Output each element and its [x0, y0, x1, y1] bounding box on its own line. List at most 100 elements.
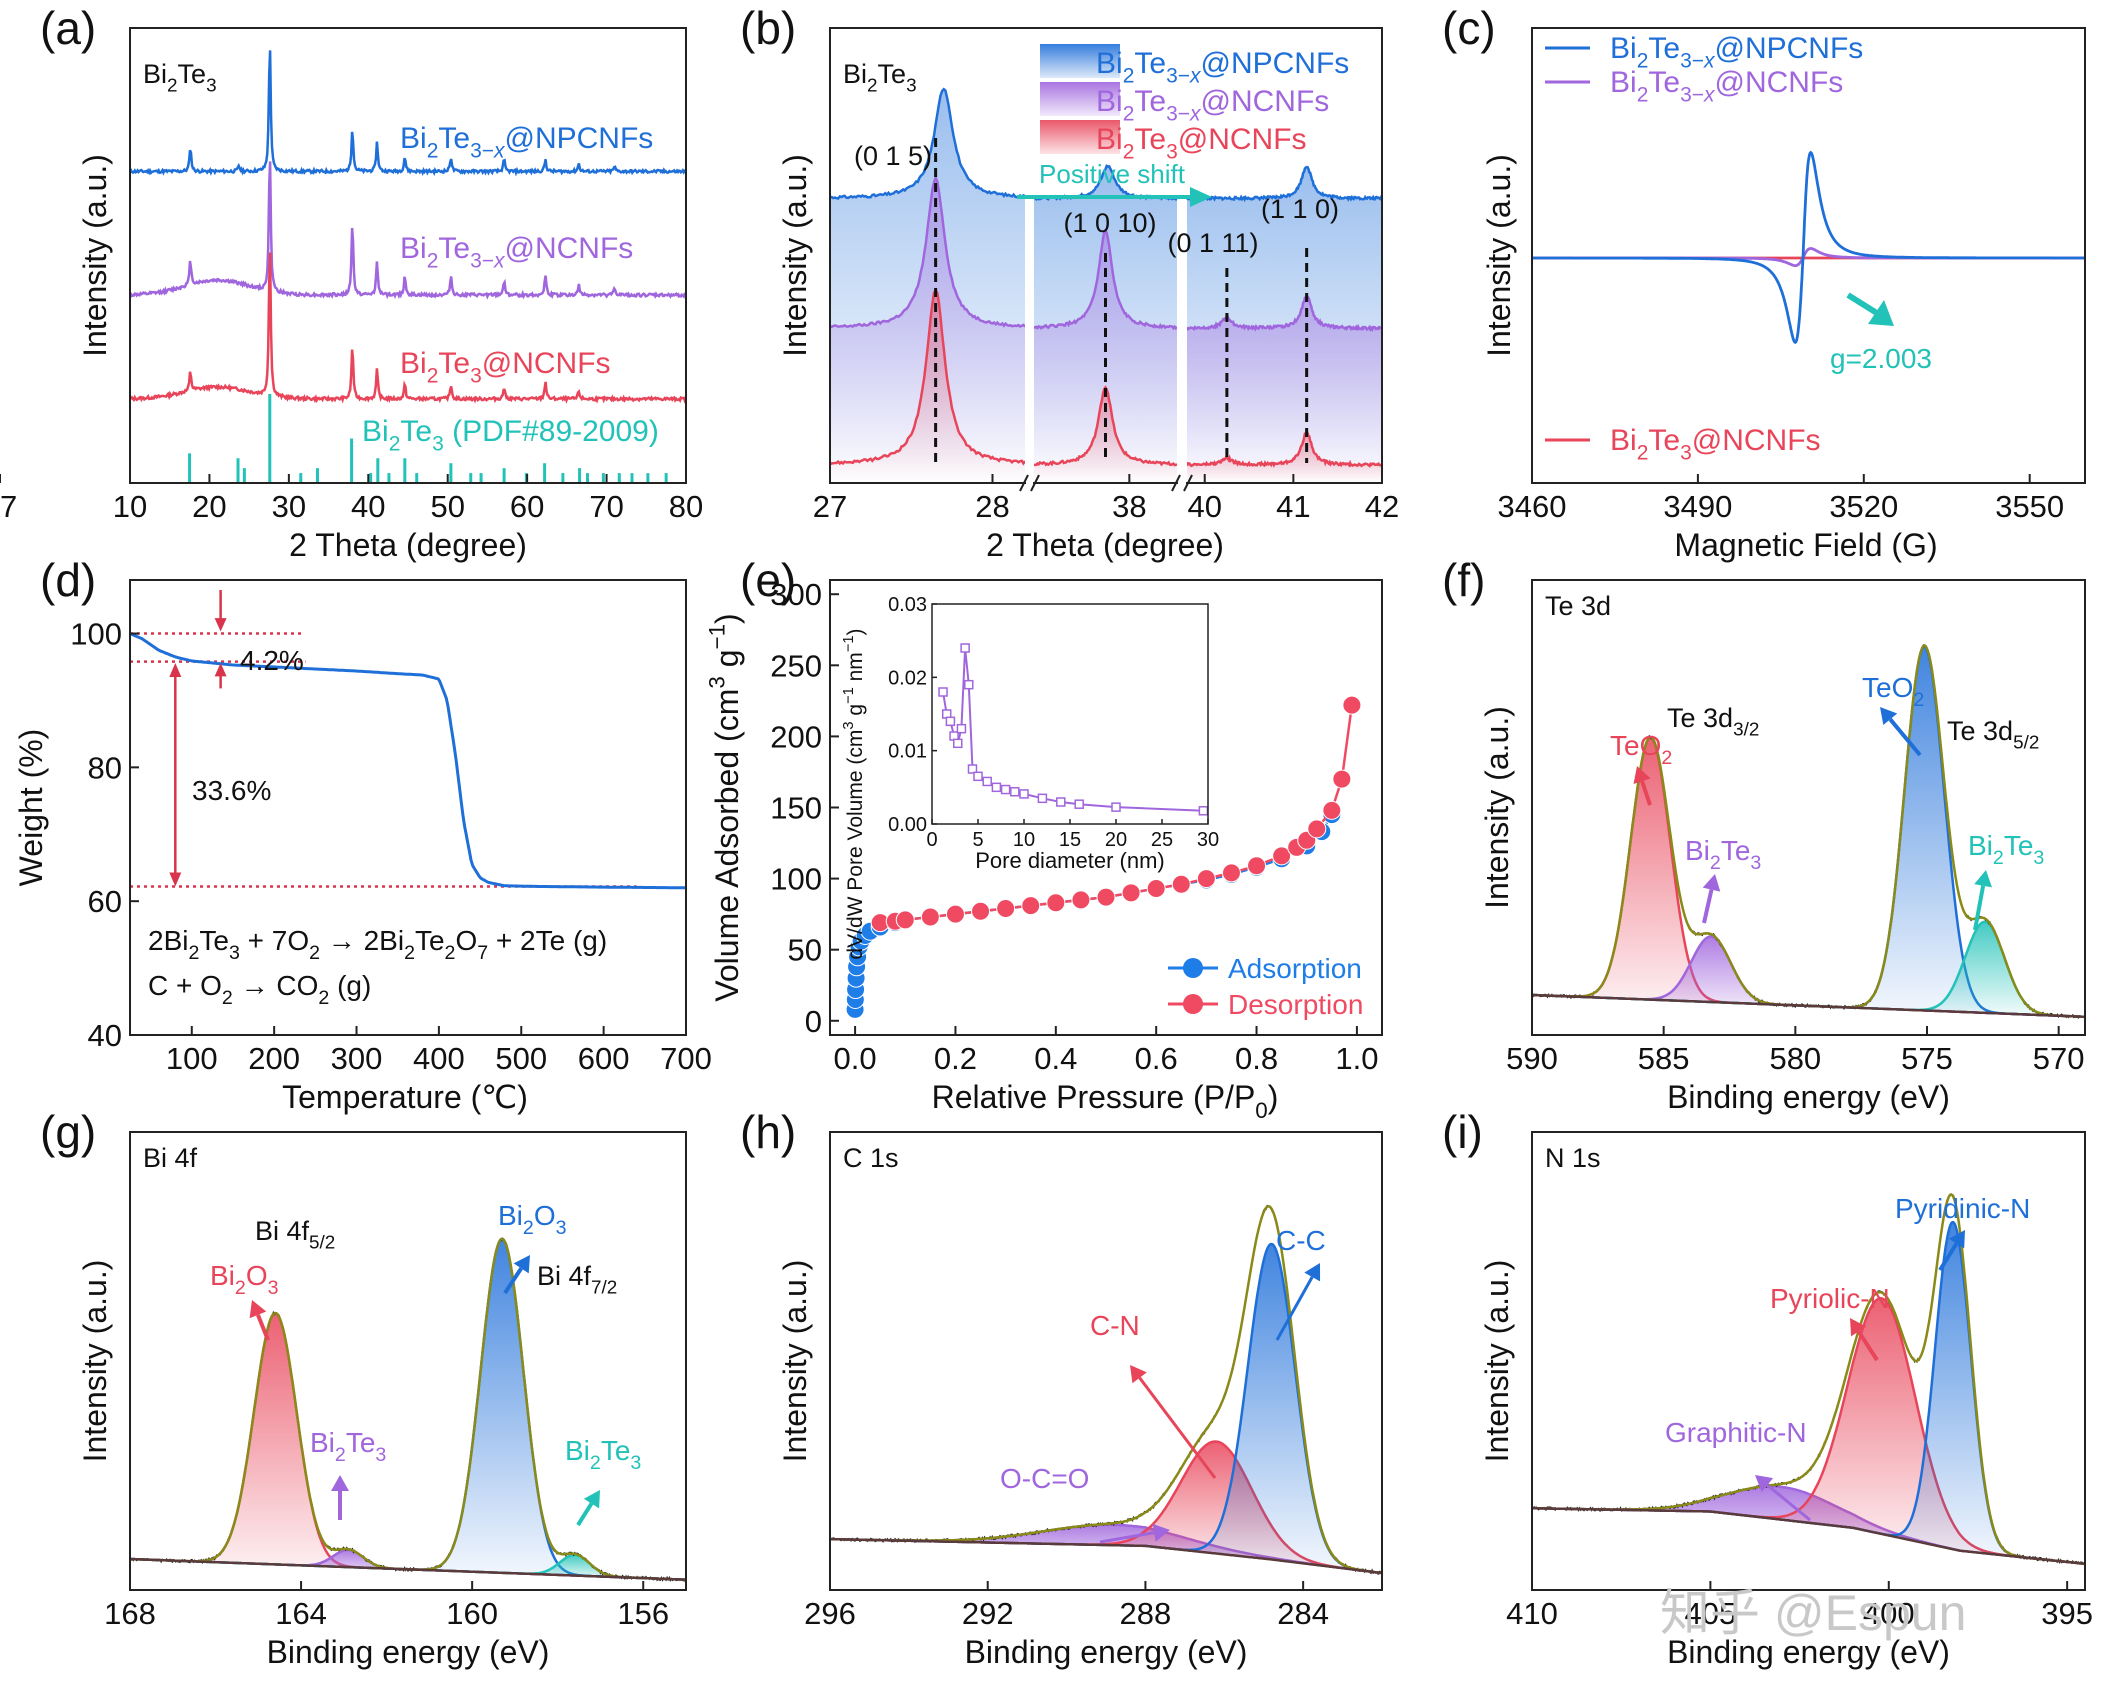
reaction-equation: C + O2 → CO2 (g): [148, 970, 371, 1009]
x-tick-label: 410: [1506, 1596, 1558, 1631]
y-tick-label: 200: [770, 719, 822, 754]
series-label: Bi2Te3−x@NCNFs: [400, 232, 633, 273]
isotherm-point: [1071, 890, 1091, 910]
plot-frame: [1531, 27, 2086, 484]
inset-point: [945, 716, 956, 727]
inset-point: [964, 679, 974, 690]
panel-label: (h): [740, 1106, 796, 1158]
panel-label: (a): [40, 2, 96, 54]
isotherm-point: [1121, 883, 1141, 903]
legend-swatch: [1040, 120, 1120, 154]
g-factor-label: g=2.003: [1830, 343, 1932, 374]
component-label: Bi2Te3: [1685, 835, 1761, 874]
g-factor-arrowhead: [1868, 300, 1894, 326]
peak-label: (0 1 11): [1167, 228, 1258, 258]
y-axis-label: Weight (%): [13, 729, 49, 887]
component-label: Graphitic-N: [1665, 1417, 1807, 1448]
corner-label: Te 3d: [1545, 591, 1611, 621]
inset-point: [953, 738, 963, 749]
plot-frame: [1531, 1131, 2086, 1591]
panel-h: 296 292 288 284 Binding energy (eV) Intensity…: [740, 1106, 1383, 1670]
x-tick-label: 0.8: [1235, 1041, 1278, 1076]
panel-i: 410 405 400 395 Binding energy (eV) Intensity…: [1442, 1106, 2093, 1670]
x-tick-label: 400: [413, 1041, 465, 1076]
x-axis-label: 2 Theta (degree): [289, 527, 527, 563]
component-label: C-C: [1276, 1225, 1326, 1256]
isotherm-point: [1322, 800, 1342, 820]
watermark: 知乎 @Espun: [1660, 1585, 1966, 1641]
arrowhead: [169, 662, 182, 677]
y-tick-label: 150: [770, 791, 822, 826]
xps-component-area: [1532, 737, 2084, 1017]
x-tick-label: 395: [2041, 1596, 2093, 1631]
tga-curve: [129, 632, 686, 890]
x-tick-label: 600: [578, 1041, 630, 1076]
x-tick-label: 400: [1863, 1596, 1915, 1631]
panel-c: g=2.003 3460 3490 3520 3550 Magnetic Field (G…: [1442, 2, 2086, 563]
isotherm-point: [1247, 856, 1267, 876]
annotation-arrow: [1888, 718, 1922, 757]
annotation-arrow: [1702, 889, 1714, 924]
annotation-arrow: [1766, 1483, 1811, 1522]
axis-break-mark: [1019, 474, 1029, 492]
isotherm-point: [1272, 846, 1292, 866]
annotation-arrow: [503, 1267, 523, 1295]
xrd-area: [1187, 296, 1382, 483]
panel-g: 168 164 160 156 Binding energy (eV) Intensity…: [40, 1106, 687, 1670]
xps-background: [1532, 993, 2085, 1019]
x-tick-label: 60: [510, 489, 544, 524]
inset-y-axis-label: dV/dW Pore Volume (cm3 g−1 nm−1): [841, 628, 867, 959]
x-axis-label: Binding energy (eV): [1667, 1079, 1950, 1115]
legend-label: Bi2Te3@NCNFs: [1610, 424, 1821, 465]
inset-x-tick-label: 15: [1059, 829, 1081, 851]
corner-label: Bi2Te3: [843, 59, 917, 97]
isotherm-point: [1307, 819, 1327, 839]
x-tick-label: 20: [192, 489, 226, 524]
inset-x-tick-label: 30: [1197, 829, 1219, 851]
x-axis-label: Binding energy (eV): [965, 1634, 1248, 1670]
plot-frame: [1531, 579, 2086, 1036]
corner-label: Bi2Te3: [143, 59, 217, 97]
axis-break-mark: [1171, 474, 1181, 492]
plot-frame: [129, 27, 687, 484]
epr-series-line: [1532, 150, 2085, 345]
inset-curve: [942, 647, 1204, 812]
group-label: Te 3d3/2: [1667, 703, 1759, 741]
isotherm-point: [1196, 869, 1216, 889]
x-tick-label: 570: [2033, 1041, 2085, 1076]
x-tick-label: 300: [331, 1041, 383, 1076]
legend-swatch: [1040, 82, 1120, 116]
inset-point: [991, 782, 1002, 793]
x-tick-label: 37: [0, 489, 17, 524]
axis-break-gap: [1025, 258, 1034, 483]
reaction-equation: 2Bi2Te3 + 7O2 → 2Bi2Te2O7 + 2Te (g): [148, 925, 607, 964]
y-axis-label: Volume Adsorbed (cm3 g−1): [705, 613, 745, 1001]
legend-label: Bi2Te3−x@NPCNFs: [1610, 32, 1863, 73]
inset-point: [973, 771, 983, 782]
y-tick-label: 60: [88, 884, 122, 919]
legend-label: Bi2Te3−x@NCNFs: [1610, 66, 1843, 107]
x-tick-label: 288: [1120, 1596, 1172, 1631]
series-label: Bi2Te3−x@NPCNFs: [400, 122, 653, 163]
x-tick-label: 292: [962, 1596, 1014, 1631]
xps-component-area: [830, 1524, 1381, 1573]
xrd-series-line: [129, 50, 686, 177]
y-axis-label: Intensity (a.u.): [77, 154, 113, 357]
isotherm-point: [1171, 874, 1191, 894]
isotherm-point: [1046, 893, 1066, 913]
component-label: TeO2: [1610, 730, 1672, 769]
inset-point: [982, 776, 992, 787]
group-label: Bi 4f7/2: [537, 1261, 617, 1299]
xps-component-area: [1532, 936, 2084, 1017]
series-label: Bi2Te3@NCNFs: [400, 347, 611, 388]
x-tick-label: 0.2: [934, 1041, 977, 1076]
component-label: Bi2Te3: [310, 1427, 386, 1466]
x-tick-label: 164: [275, 1596, 327, 1631]
xrd-area: [1034, 230, 1177, 483]
group-label: Te 3d5/2: [1947, 716, 2039, 754]
annotation-arrowhead: [1974, 870, 1992, 888]
legend-label: Bi2Te3−x@NPCNFs: [1096, 47, 1349, 88]
mass-loss-label: 33.6%: [192, 775, 271, 806]
xrd-area: [1187, 431, 1382, 483]
shift-arrowhead: [1190, 187, 1212, 207]
